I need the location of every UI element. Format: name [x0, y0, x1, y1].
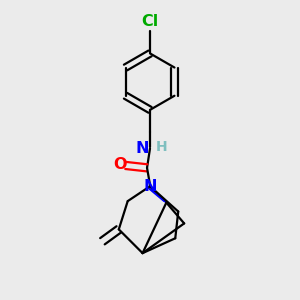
- Text: Cl: Cl: [141, 14, 159, 29]
- Text: N: N: [143, 179, 157, 194]
- Text: N: N: [136, 141, 149, 156]
- Text: H: H: [156, 140, 168, 154]
- Text: O: O: [113, 158, 127, 172]
